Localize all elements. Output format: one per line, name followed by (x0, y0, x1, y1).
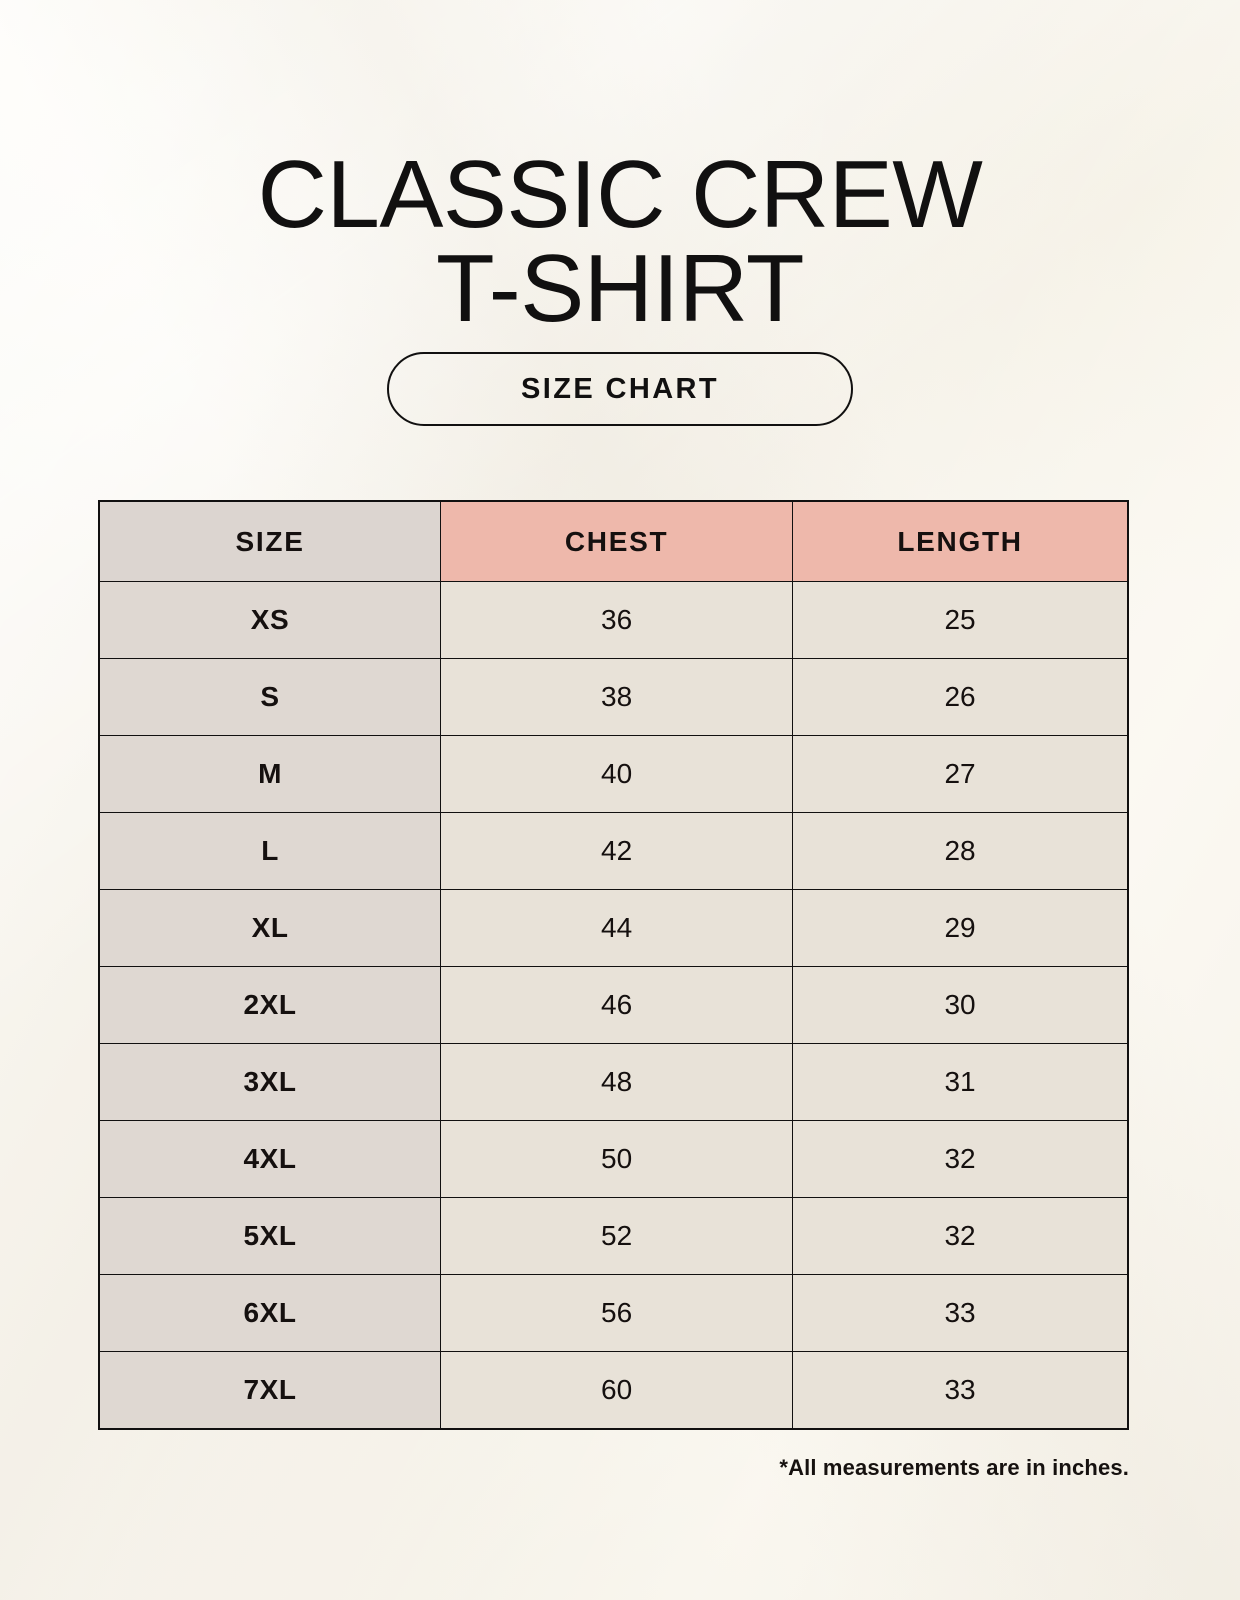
cell-size: 5XL (98, 1197, 442, 1275)
cell-size: 7XL (98, 1351, 442, 1429)
table-row: 2XL 46 30 (98, 966, 1129, 1044)
cell-length: 28 (792, 812, 1129, 890)
cell-chest: 44 (440, 889, 794, 967)
table-row: 7XL 60 33 (98, 1351, 1129, 1429)
column-header-chest: CHEST (440, 500, 794, 582)
cell-length: 33 (792, 1274, 1129, 1352)
table-row: 6XL 56 33 (98, 1274, 1129, 1352)
size-table-container: SIZE CHEST LENGTH XS 36 25 S 38 26 M (98, 500, 1129, 1430)
cell-chest: 42 (440, 812, 794, 890)
cell-length: 25 (792, 581, 1129, 659)
size-chart-badge: SIZE CHART (387, 352, 853, 426)
badge-container: SIZE CHART (0, 352, 1240, 426)
cell-size: XS (98, 581, 442, 659)
cell-length: 32 (792, 1120, 1129, 1198)
table-row: L 42 28 (98, 812, 1129, 890)
cell-size: M (98, 735, 442, 813)
table-header-row: SIZE CHEST LENGTH (98, 500, 1129, 582)
cell-length: 27 (792, 735, 1129, 813)
cell-size: XL (98, 889, 442, 967)
column-header-size: SIZE (98, 500, 442, 582)
cell-chest: 46 (440, 966, 794, 1044)
cell-length: 29 (792, 889, 1129, 967)
cell-chest: 38 (440, 658, 794, 736)
cell-chest: 36 (440, 581, 794, 659)
page-title: CLASSIC CREW T-SHIRT (257, 141, 983, 343)
cell-length: 30 (792, 966, 1129, 1044)
cell-chest: 52 (440, 1197, 794, 1275)
cell-chest: 48 (440, 1043, 794, 1121)
cell-chest: 56 (440, 1274, 794, 1352)
table-row: 3XL 48 31 (98, 1043, 1129, 1121)
cell-length: 33 (792, 1351, 1129, 1429)
table-row: XS 36 25 (98, 581, 1129, 659)
size-table: SIZE CHEST LENGTH XS 36 25 S 38 26 M (98, 500, 1129, 1430)
cell-size: 4XL (98, 1120, 442, 1198)
cell-size: L (98, 812, 442, 890)
cell-chest: 40 (440, 735, 794, 813)
size-table-head: SIZE CHEST LENGTH (98, 500, 1129, 582)
cell-length: 32 (792, 1197, 1129, 1275)
measurements-footnote: *All measurements are in inches. (779, 1455, 1129, 1480)
cell-chest: 50 (440, 1120, 794, 1198)
cell-chest: 60 (440, 1351, 794, 1429)
column-header-length: LENGTH (792, 500, 1129, 582)
cell-size: 2XL (98, 966, 442, 1044)
cell-size: 6XL (98, 1274, 442, 1352)
cell-size: S (98, 658, 442, 736)
cell-length: 26 (792, 658, 1129, 736)
table-row: 5XL 52 32 (98, 1197, 1129, 1275)
table-row: M 40 27 (98, 735, 1129, 813)
table-row: S 38 26 (98, 658, 1129, 736)
table-row: XL 44 29 (98, 889, 1129, 967)
size-table-body: XS 36 25 S 38 26 M 40 27 L 42 28 (98, 581, 1129, 1429)
cell-size: 3XL (98, 1043, 442, 1121)
table-row: 4XL 50 32 (98, 1120, 1129, 1198)
cell-length: 31 (792, 1043, 1129, 1121)
